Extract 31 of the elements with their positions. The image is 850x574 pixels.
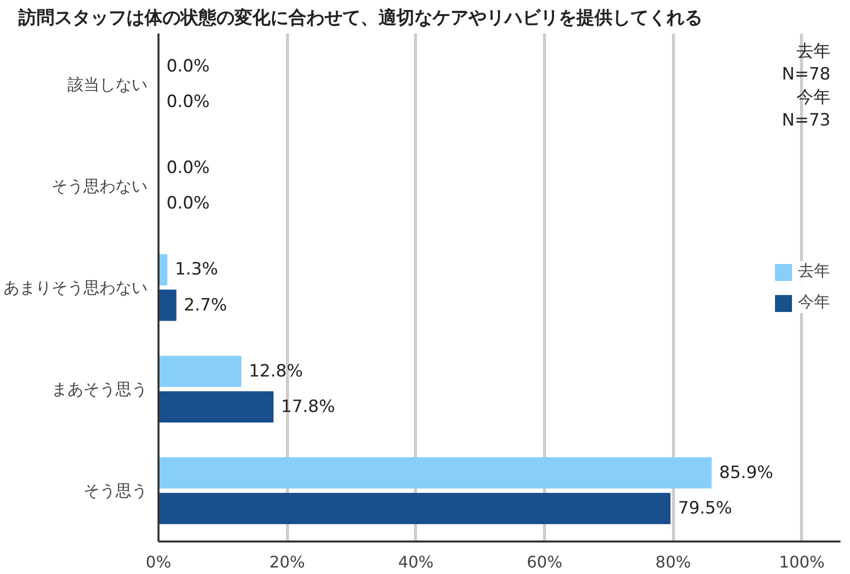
bar	[158, 356, 242, 387]
data-label: 0.0%	[166, 194, 210, 214]
data-label: 1.3%	[174, 260, 218, 280]
y-tick-label: 該当しない	[68, 74, 148, 94]
x-tick-label: 0%	[146, 552, 172, 572]
bar	[158, 457, 712, 489]
y-tick-label: そう思う	[84, 481, 148, 500]
data-label: 12.8%	[248, 361, 303, 382]
bar	[158, 254, 168, 286]
annotation: 去年 N=78 今年 N=73	[782, 42, 830, 130]
chart-title: 訪問スタッフは体の状態の変化に合わせて、適切なケアやリハビリを提供してくれる	[18, 8, 702, 28]
data-label: 17.8%	[281, 396, 336, 417]
bar	[158, 492, 670, 524]
legend-label: 今年	[798, 292, 830, 313]
data-label: 0.0%	[166, 158, 210, 178]
data-label: 0.0%	[166, 56, 210, 77]
legend-label: 去年	[798, 261, 830, 282]
y-tick-label: あまりそう思わない	[4, 278, 148, 297]
bar	[158, 391, 274, 422]
y-tick-label: そう思わない	[52, 176, 148, 196]
x-tick-label: 20%	[269, 552, 305, 572]
data-label: 0.0%	[166, 92, 210, 112]
x-tick-label: 100%	[779, 552, 825, 572]
y-tick-label: まあそう思う	[52, 380, 148, 399]
bar	[158, 290, 176, 321]
data-label: 85.9%	[719, 462, 774, 483]
x-tick-label: 40%	[398, 552, 434, 572]
x-tick-label: 60%	[526, 552, 562, 572]
data-label: 2.7%	[184, 295, 228, 316]
data-label: 79.5%	[678, 498, 732, 518]
x-tick-label: 80%	[655, 552, 691, 572]
